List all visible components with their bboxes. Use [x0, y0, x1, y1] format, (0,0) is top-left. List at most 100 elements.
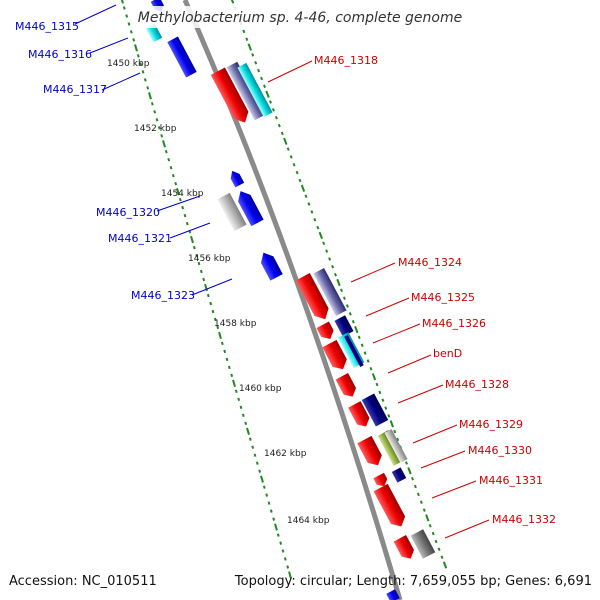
scale-dot: [280, 131, 284, 136]
gene-label[interactable]: M446_1326: [422, 317, 486, 330]
scale-dot: [316, 225, 320, 230]
gene-label[interactable]: M446_1317: [43, 83, 107, 96]
gene-feature: [237, 62, 273, 118]
scale-major-tick: [318, 231, 323, 240]
scale-tick-labels: 1450 kbp 1452 kbp 1454 kbp 1456 kbp 1458…: [107, 59, 330, 526]
gene-feature: [361, 393, 389, 427]
gene-label[interactable]: benD: [433, 347, 462, 360]
gene-feature: [373, 483, 406, 527]
leader-line: [101, 72, 141, 91]
scale-major-tick: [232, 379, 236, 387]
scale-dot: [127, 22, 131, 26]
gene-label[interactable]: M446_1315: [15, 20, 79, 33]
scale-dot: [255, 461, 259, 465]
scale-major-tick: [300, 184, 306, 192]
leader-line: [267, 60, 313, 83]
gene-label[interactable]: M446_1330: [468, 444, 532, 457]
scale-dot: [283, 557, 287, 561]
gene-label[interactable]: M446_1320: [96, 206, 160, 219]
scale-dot: [281, 549, 285, 553]
scale-dot: [192, 245, 196, 250]
scale-major-tick: [229, 0, 235, 4]
gene-feature: [384, 429, 408, 463]
gene-label[interactable]: M446_1318: [314, 54, 378, 67]
scale-dots-left: [120, 0, 292, 579]
leader-line: [74, 4, 117, 25]
gene-label[interactable]: M446_1323: [131, 289, 195, 302]
scale-major-tick: [176, 188, 180, 196]
gene-label[interactable]: M446_1325: [411, 291, 475, 304]
gene-label[interactable]: M446_1332: [492, 513, 556, 526]
scale-dot: [298, 178, 302, 183]
scale-dot: [139, 62, 143, 66]
scale-dot: [183, 213, 187, 218]
scale-major-tick: [389, 420, 394, 428]
scale-major-tick: [283, 137, 288, 145]
scale-dot: [230, 373, 234, 378]
scale-dot: [271, 108, 275, 112]
scale-dot: [220, 341, 224, 346]
scale-dot: [340, 288, 343, 293]
scale-dot: [437, 547, 441, 552]
scale-dot: [322, 241, 326, 246]
scale-dot: [289, 155, 293, 159]
scale-dot: [328, 257, 332, 261]
left-gene-labels: M446_1315 M446_1316 M446_1317 M446_1320 …: [15, 20, 195, 302]
gene-label[interactable]: M446_1324: [398, 256, 462, 269]
scale-dot: [155, 118, 159, 122]
gene-feature: [313, 267, 347, 317]
gene-label[interactable]: M446_1331: [479, 474, 543, 487]
gene-label[interactable]: M446_1321: [108, 232, 172, 245]
scale-dot: [260, 76, 264, 81]
scale-dot: [227, 365, 231, 370]
scale-dot: [375, 382, 379, 387]
scale-dot: [245, 37, 249, 41]
leader-line: [444, 519, 490, 539]
scale-dot: [263, 84, 266, 89]
scale-dot: [223, 349, 227, 354]
scale-dot: [257, 68, 261, 73]
leader-line: [387, 354, 432, 374]
scale-dot: [225, 357, 229, 362]
scale-tick-label: 1454 kbp: [161, 189, 204, 199]
scale-dot: [378, 390, 382, 395]
scale-dot: [331, 265, 335, 269]
gene-label[interactable]: M446_1328: [445, 378, 509, 391]
scale-major-tick: [354, 325, 359, 334]
scale-dot: [211, 309, 215, 314]
leader-line: [372, 323, 421, 344]
scale-tick-label: 1452 kbp: [134, 124, 177, 134]
scale-dot: [269, 509, 273, 513]
scale-dot: [286, 147, 290, 151]
title-backdrop: [132, 6, 468, 28]
scale-dot: [405, 461, 408, 465]
scale-dot: [428, 524, 432, 528]
scale-dot: [197, 261, 201, 266]
scale-dot: [213, 317, 217, 322]
scale-dot: [125, 14, 129, 18]
scale-dot: [274, 115, 278, 120]
scale-dot: [276, 533, 280, 537]
right-leader-lines: [267, 60, 490, 539]
scale-dot: [416, 492, 420, 497]
scale-major-tick: [265, 90, 270, 98]
scale-dot: [167, 157, 171, 162]
scale-dot: [181, 205, 185, 210]
gene-label[interactable]: M446_1329: [459, 418, 523, 431]
gene-label[interactable]: M446_1316: [28, 48, 92, 61]
gene-feature: [410, 529, 436, 559]
scale-dot: [242, 29, 246, 34]
scale-dot: [171, 173, 175, 178]
scale-dot: [122, 6, 126, 10]
gene-features: [145, 0, 436, 600]
scale-dot: [357, 335, 361, 340]
scale-dot: [348, 312, 352, 316]
gene-feature: [316, 321, 334, 339]
gene-feature: [348, 401, 370, 427]
scale-major-tick: [371, 373, 377, 381]
scale-dot: [141, 70, 145, 74]
scale-dot: [286, 565, 290, 569]
scale-dot: [384, 406, 388, 410]
